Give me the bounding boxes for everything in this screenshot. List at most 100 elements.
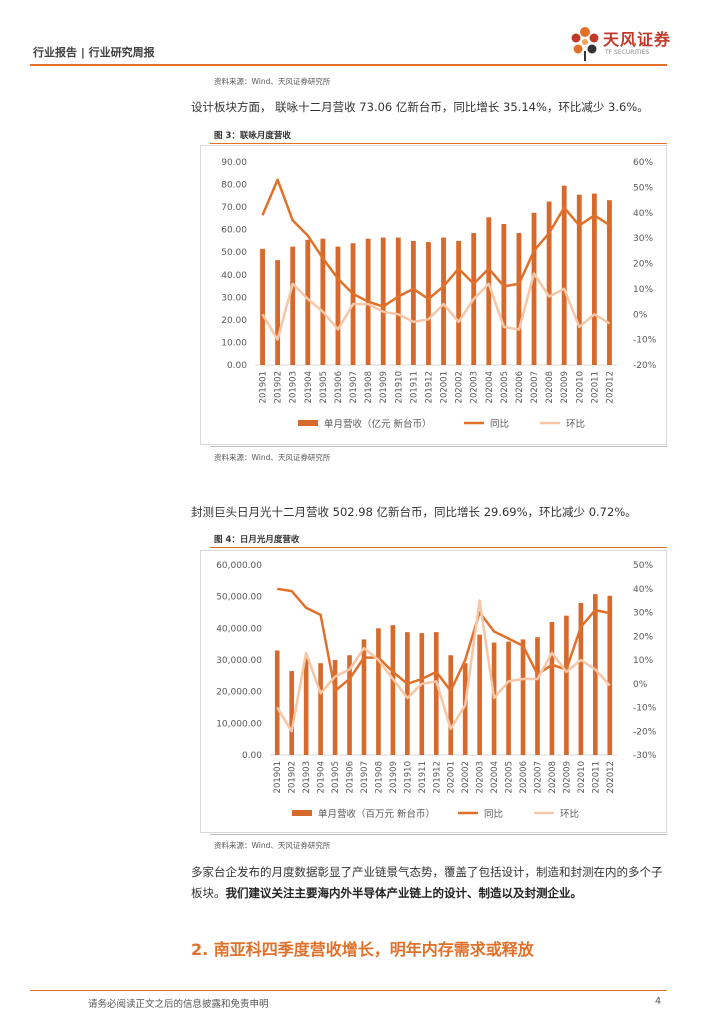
- legend-label: 环比: [560, 808, 579, 820]
- x-tick-label: 201901: [273, 761, 283, 793]
- x-tick-label: 201912: [424, 371, 434, 403]
- y2-tick-label: 50%: [633, 183, 653, 193]
- logo-flower-icon: [571, 27, 599, 61]
- y2-tick-label: -10%: [633, 704, 657, 714]
- y2-tick-label: 20%: [633, 260, 653, 270]
- bar: [486, 217, 492, 365]
- bar: [320, 238, 326, 365]
- y-tick-label: 60.00: [221, 226, 247, 236]
- bar: [405, 632, 410, 755]
- x-tick-label: 202009: [562, 761, 572, 793]
- bar: [275, 260, 281, 365]
- x-tick-label: 202001: [440, 371, 450, 403]
- y-tick-label: 30,000.00: [216, 656, 262, 666]
- legend-label: 环比: [566, 418, 585, 430]
- chart-frame: [200, 550, 667, 833]
- legend-label: 同比: [490, 418, 509, 430]
- bar: [578, 603, 584, 755]
- bar: [477, 634, 482, 755]
- page-number: 4: [655, 996, 662, 1007]
- logo-name: 天风证券: [603, 30, 672, 49]
- x-tick-label: 202004: [490, 761, 500, 793]
- bar: [456, 240, 462, 365]
- bar: [274, 650, 280, 755]
- y-tick-label: 90.00: [221, 158, 247, 168]
- bar: [376, 628, 381, 755]
- bar: [607, 595, 613, 755]
- y-tick-label: 50,000.00: [216, 593, 262, 603]
- bar: [535, 637, 540, 755]
- x-tick-label: 201902: [288, 761, 298, 793]
- x-tick-label: 201910: [394, 371, 404, 403]
- bar: [607, 200, 612, 365]
- y-tick-label: 30.00: [221, 293, 247, 303]
- footer-disclaimer: 请务必阅读正文之后的信息披露和免责申明: [88, 999, 269, 1010]
- y2-tick-label: 30%: [633, 609, 653, 619]
- series-line-mom: [276, 599, 611, 733]
- y2-tick-label: -20%: [633, 727, 657, 737]
- x-tick-label: 201912: [432, 761, 442, 793]
- x-tick-label: 202002: [455, 371, 465, 403]
- y2-tick-label: 40%: [633, 209, 653, 219]
- y2-tick-label: -30%: [633, 751, 657, 761]
- bar: [289, 671, 295, 755]
- y2-tick-label: 30%: [633, 234, 653, 244]
- bar: [380, 237, 386, 365]
- series-line-mom: [261, 272, 611, 341]
- y-tick-label: 20,000.00: [216, 688, 262, 698]
- x-tick-label: 202008: [545, 371, 555, 403]
- y2-tick-label: 10%: [633, 656, 653, 666]
- x-tick-label: 202004: [485, 371, 495, 403]
- y2-tick-label: 0%: [633, 310, 648, 320]
- x-tick-label: 201908: [364, 371, 374, 403]
- y-tick-label: 40,000.00: [216, 624, 262, 634]
- y2-tick-label: 10%: [633, 285, 653, 295]
- x-tick-label: 201907: [349, 371, 359, 403]
- x-tick-label: 202003: [470, 371, 480, 403]
- bar: [335, 246, 341, 365]
- x-tick-label: 202010: [577, 761, 587, 793]
- y-tick-label: 70.00: [221, 203, 247, 213]
- x-tick-label: 202008: [548, 761, 558, 793]
- chart-novatek-monthly-revenue: 90.00 80.00 70.00 60.00 50.00 40.00 30.00 20.00…: [200, 145, 667, 445]
- figure-3-title: 图 3：联咏月度营收: [214, 131, 291, 141]
- y2-tick-label: 60%: [633, 158, 653, 168]
- bar: [506, 641, 511, 755]
- x-tick-label: 201905: [319, 371, 329, 403]
- bar: [395, 237, 401, 365]
- x-tick-label: 202001: [447, 761, 457, 793]
- bar: [318, 663, 323, 755]
- y2-tick-label: -10%: [633, 336, 657, 346]
- bar: [347, 655, 352, 755]
- x-tick-label: 201906: [346, 761, 356, 793]
- figure-4-bottom-rule: [210, 834, 667, 835]
- x-tick-label: 202009: [560, 371, 570, 403]
- chart-frame: [200, 145, 667, 445]
- x-tick-label: 202011: [591, 761, 601, 793]
- figure-3-top-rule: [210, 143, 667, 144]
- bar: [332, 660, 338, 755]
- x-tick-label: 202006: [515, 371, 525, 403]
- bar: [462, 663, 468, 755]
- bar: [260, 248, 265, 365]
- y-tick-label: 50.00: [221, 248, 247, 258]
- x-tick-label: 201910: [403, 761, 413, 793]
- x-tick-label: 201907: [360, 761, 370, 793]
- bar: [410, 240, 416, 365]
- bar: [520, 639, 526, 755]
- legend-swatch-bar: [298, 420, 318, 426]
- y2-tick-label: 20%: [633, 632, 653, 642]
- x-tick-label: 201904: [317, 761, 327, 793]
- figure-4-title: 图 4：日月光月度营收: [214, 535, 300, 545]
- x-tick-label: 202007: [533, 761, 543, 793]
- figure-4-source: 资料来源：Wind、天风证券研究所: [214, 841, 331, 850]
- bar: [561, 185, 567, 365]
- y2-tick-label: 40%: [633, 585, 653, 595]
- bar: [361, 639, 367, 755]
- logo-sub: TF SECURITIES: [605, 49, 650, 56]
- y-tick-label: 10.00: [221, 338, 247, 348]
- source-note-top: 资料来源：Wind、天风证券研究所: [214, 77, 331, 86]
- bar: [576, 194, 582, 365]
- bar: [501, 224, 507, 365]
- x-tick-label: 201905: [331, 761, 341, 793]
